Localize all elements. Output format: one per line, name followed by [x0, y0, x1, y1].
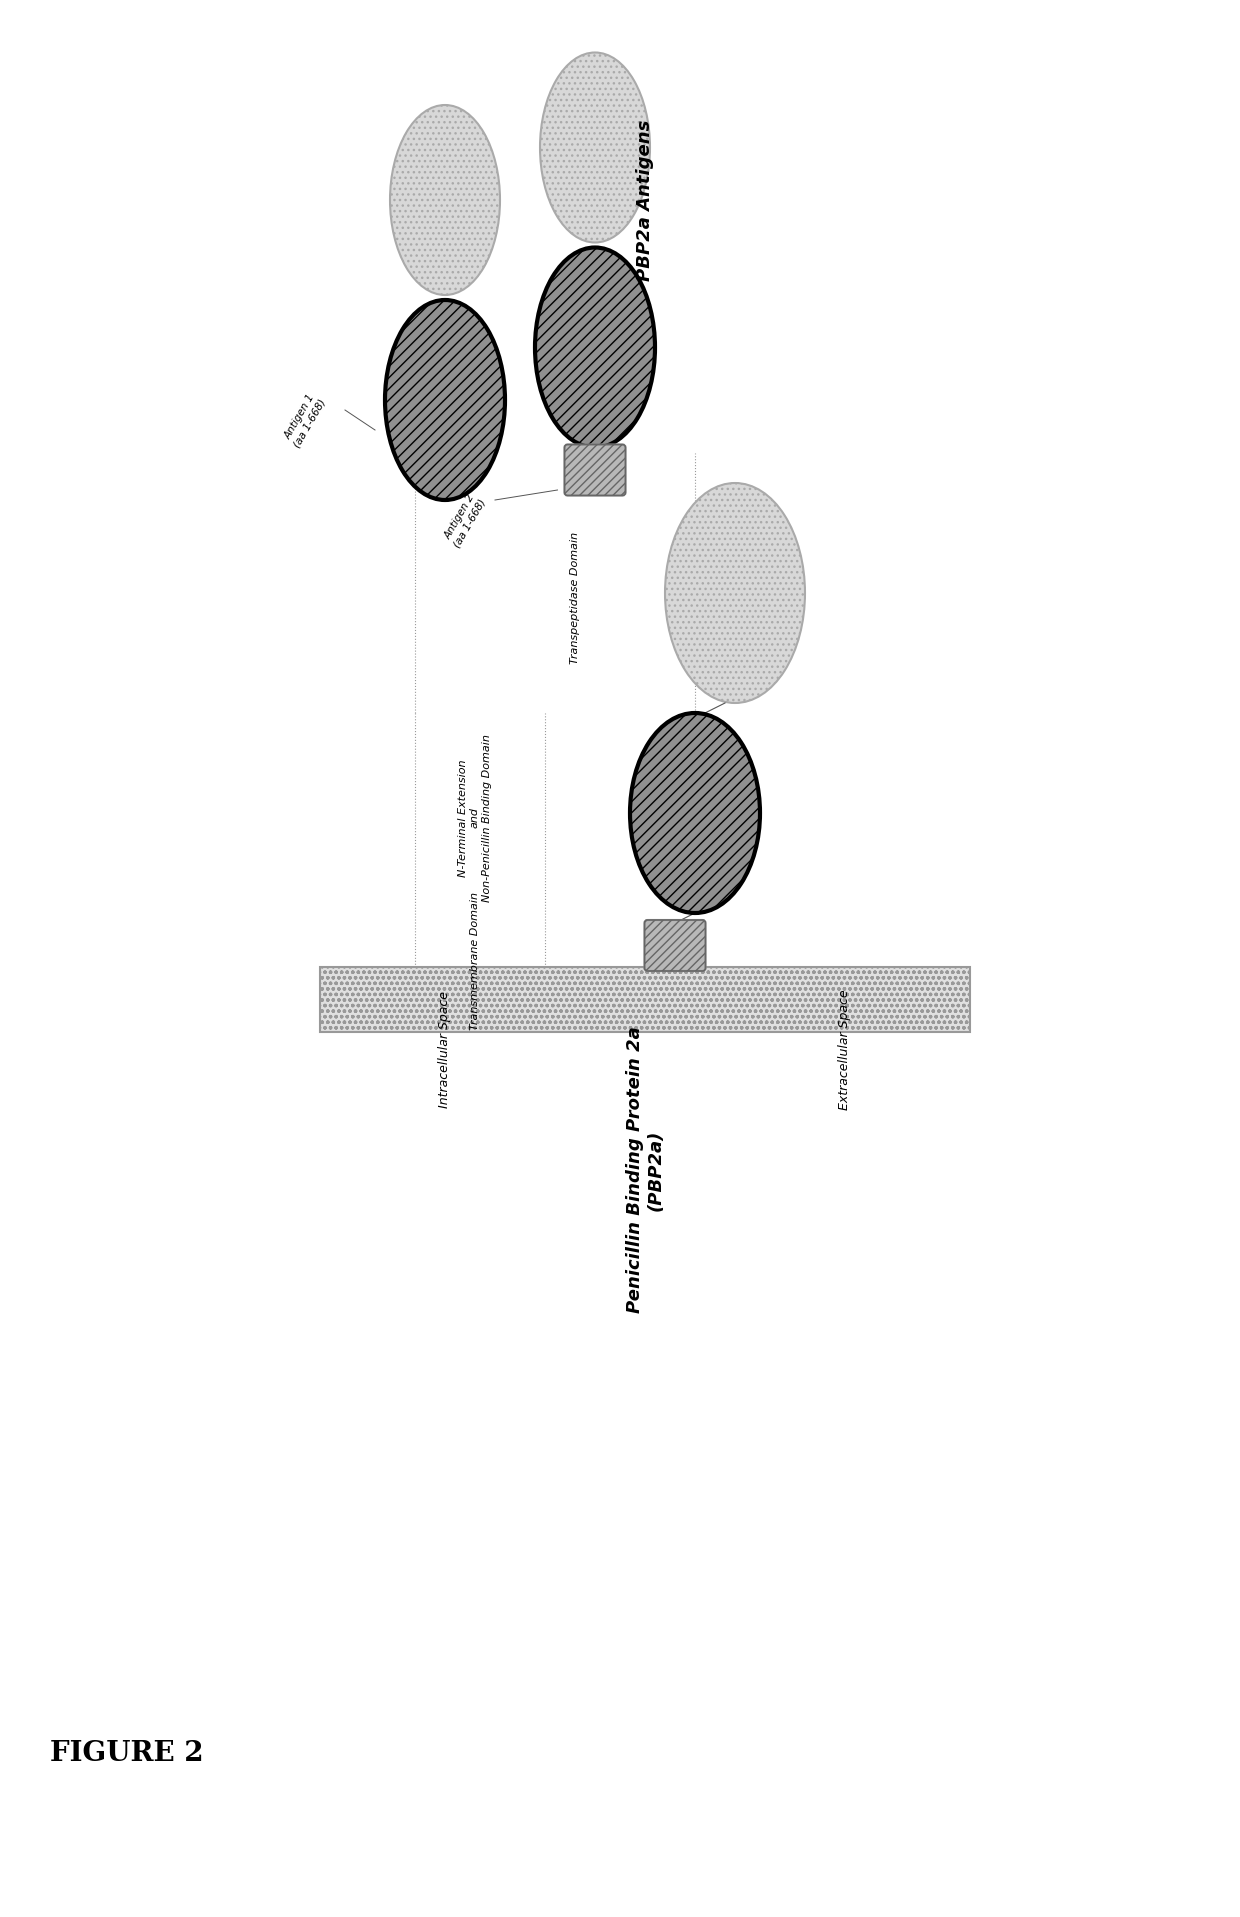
Text: Antigen 2
(aa 1-668): Antigen 2 (aa 1-668)	[443, 491, 487, 548]
Ellipse shape	[391, 105, 500, 295]
Ellipse shape	[539, 52, 650, 242]
Text: Transmembrane Domain: Transmembrane Domain	[470, 893, 480, 1031]
Ellipse shape	[665, 483, 805, 704]
Text: FIGURE 2: FIGURE 2	[50, 1741, 203, 1767]
FancyBboxPatch shape	[320, 968, 970, 1033]
FancyBboxPatch shape	[564, 445, 625, 495]
Text: Extracellular Space: Extracellular Space	[838, 989, 852, 1110]
Text: Transpeptidase Domain: Transpeptidase Domain	[570, 531, 580, 663]
Ellipse shape	[534, 247, 655, 447]
Text: N-Terminal Extension
and
Non-Penicillin Binding Domain: N-Terminal Extension and Non-Penicillin …	[459, 734, 491, 901]
Text: Intracellular Space: Intracellular Space	[439, 991, 451, 1108]
Ellipse shape	[384, 299, 505, 500]
Text: PBP2a Antigens: PBP2a Antigens	[636, 119, 653, 280]
Text: Antigen 1
(aa 1-668): Antigen 1 (aa 1-668)	[281, 391, 327, 449]
Ellipse shape	[630, 713, 760, 912]
FancyBboxPatch shape	[645, 920, 706, 972]
Text: Penicillin Binding Protein 2a
(PBP2a): Penicillin Binding Protein 2a (PBP2a)	[626, 1028, 665, 1313]
